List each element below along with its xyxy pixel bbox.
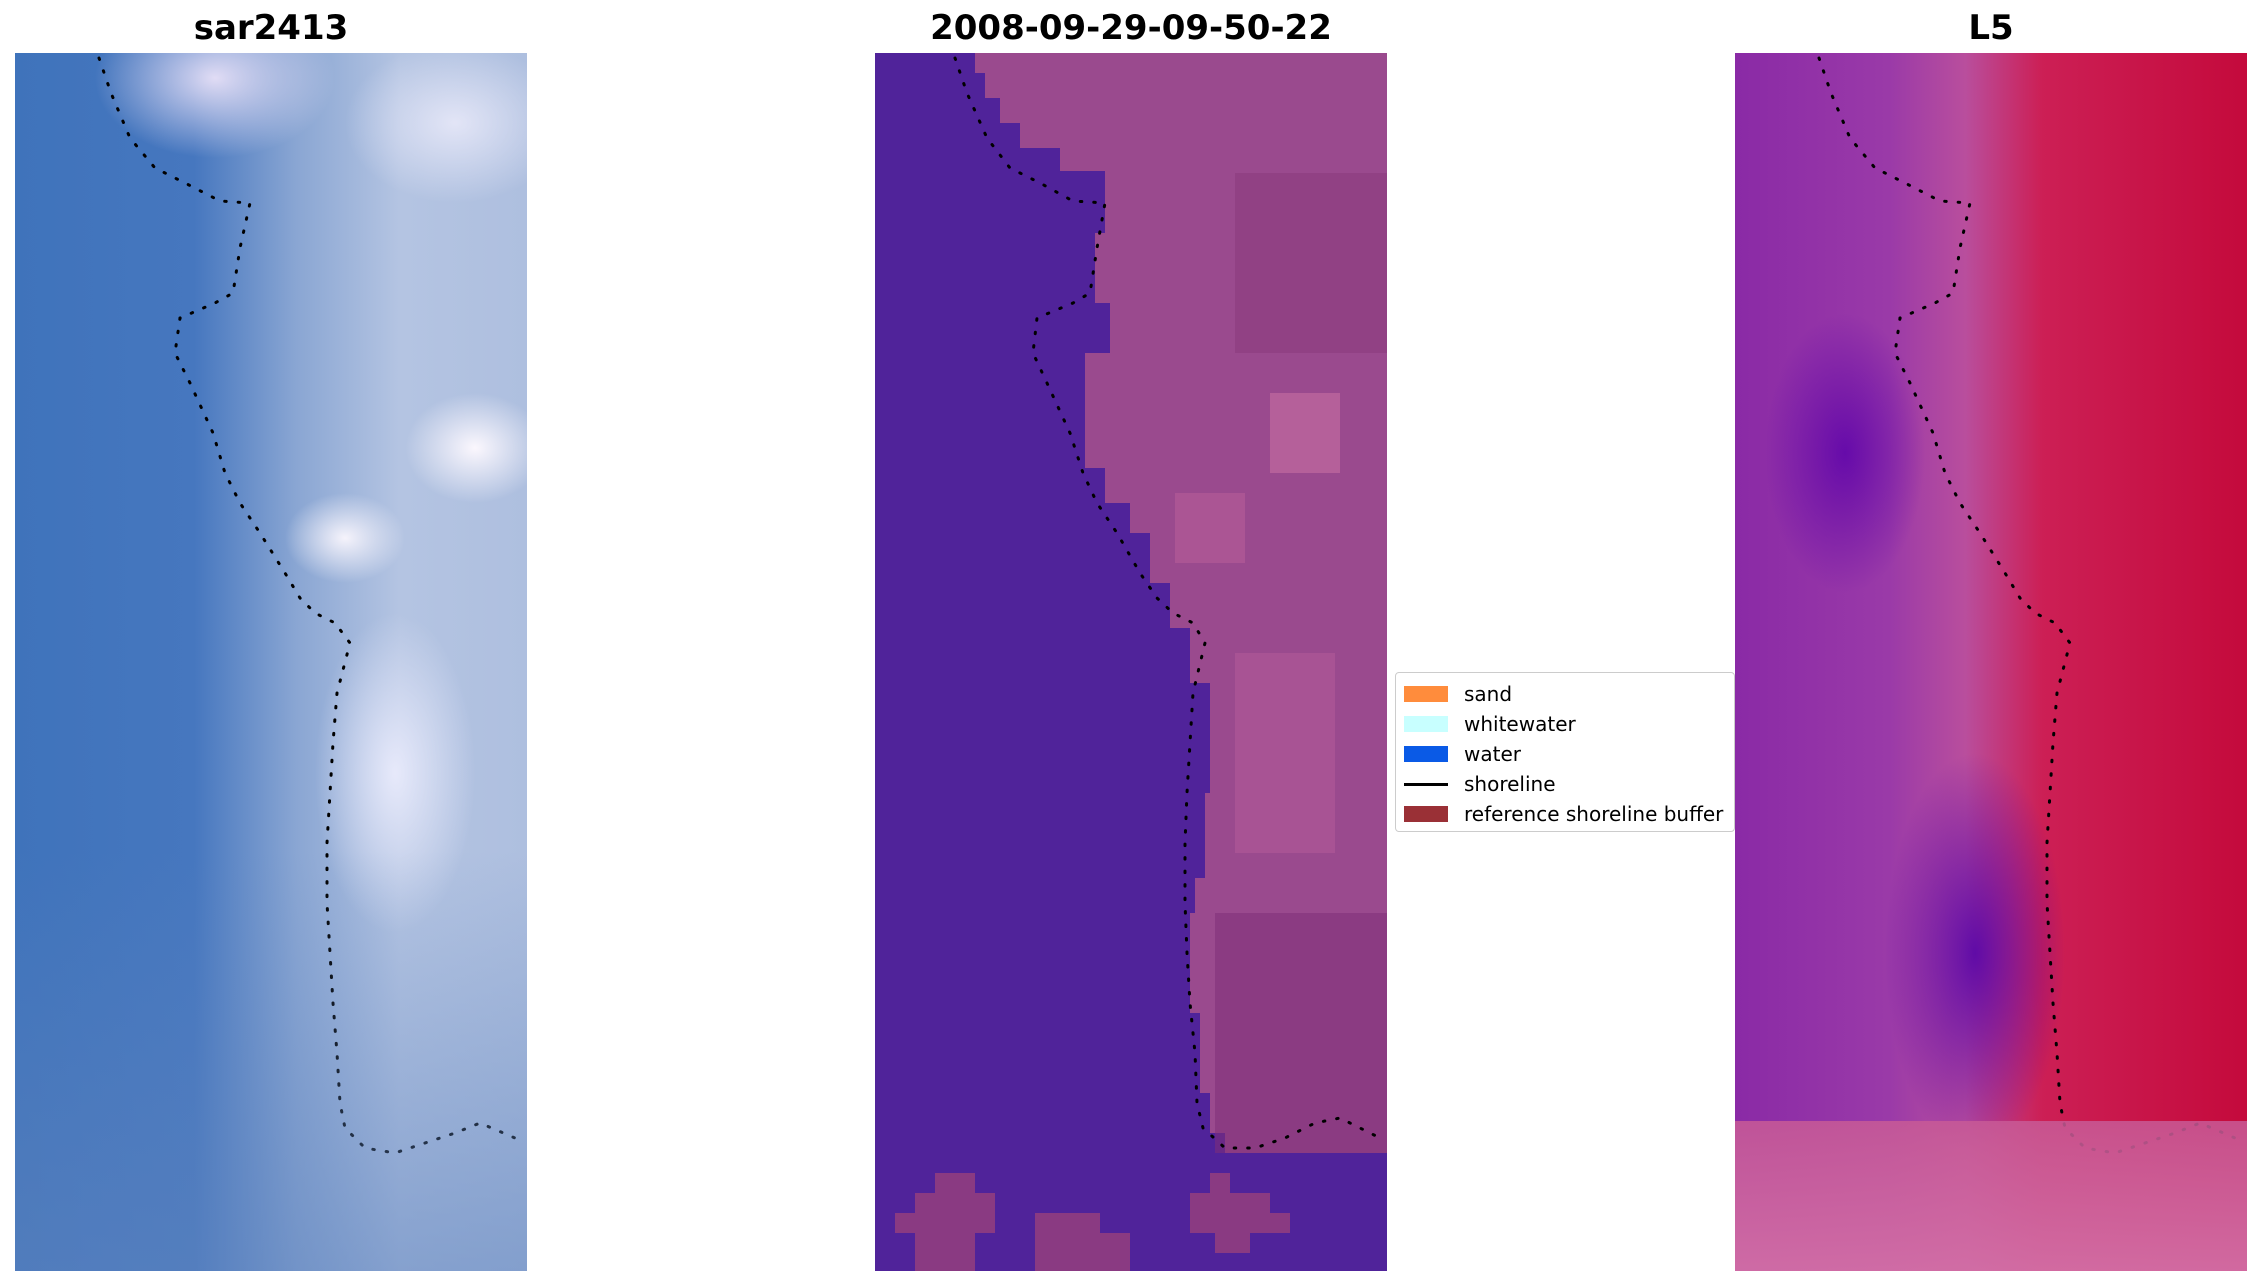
- classified-land-dark-patch: [1215, 913, 1387, 1153]
- classified-bottom-blob-1: [895, 1173, 995, 1271]
- rgb-image-panel: [15, 53, 527, 1271]
- legend-label-whitewater: whitewater: [1464, 712, 1576, 736]
- classified-overlay: [895, 53, 1387, 1271]
- panel-title-classified: 2008-09-29-09-50-22: [930, 8, 1332, 48]
- legend-swatch-reference-buffer: [1404, 806, 1448, 822]
- legend-item-whitewater: whitewater: [1396, 709, 1734, 739]
- legend-label-water: water: [1464, 742, 1521, 766]
- legend-item-sand: sand: [1396, 679, 1734, 709]
- classified-image-panel: [875, 53, 1387, 1271]
- legend-swatch-whitewater: [1404, 716, 1448, 732]
- classified-land-light-patch: [1270, 393, 1340, 473]
- legend-swatch-sand: [1404, 686, 1448, 702]
- index-shoreline-overlay: [1817, 56, 2237, 1155]
- legend-item-reference-buffer: reference shoreline buffer: [1396, 799, 1734, 829]
- shoreline-dotted-line: [1817, 56, 2237, 1155]
- legend-item-shoreline: shoreline: [1396, 769, 1734, 799]
- classified-bottom-blob-3: [1190, 1173, 1290, 1253]
- index-image-panel: [1735, 53, 2247, 1271]
- panel-title-rgb: sar2413: [193, 8, 349, 48]
- panel-title-index: L5: [1968, 8, 2014, 48]
- legend-label-shoreline: shoreline: [1464, 772, 1556, 796]
- legend-line-shoreline: [1404, 782, 1448, 786]
- legend-swatch-water: [1404, 746, 1448, 762]
- legend-item-water: water: [1396, 739, 1734, 769]
- classified-bottom-blob-2: [1035, 1213, 1130, 1271]
- rgb-bottom-tint: [15, 851, 527, 1271]
- legend-label-sand: sand: [1464, 682, 1513, 706]
- classified-land-dark-band: [1235, 173, 1387, 353]
- index-bottom-band: [1735, 1121, 2247, 1271]
- legend: sand whitewater water shoreline referenc…: [1395, 672, 1735, 832]
- legend-label-reference-buffer: reference shoreline buffer: [1464, 802, 1724, 826]
- classified-land-light-patch-2: [1175, 493, 1245, 563]
- classified-land-light-patch-3: [1235, 653, 1335, 853]
